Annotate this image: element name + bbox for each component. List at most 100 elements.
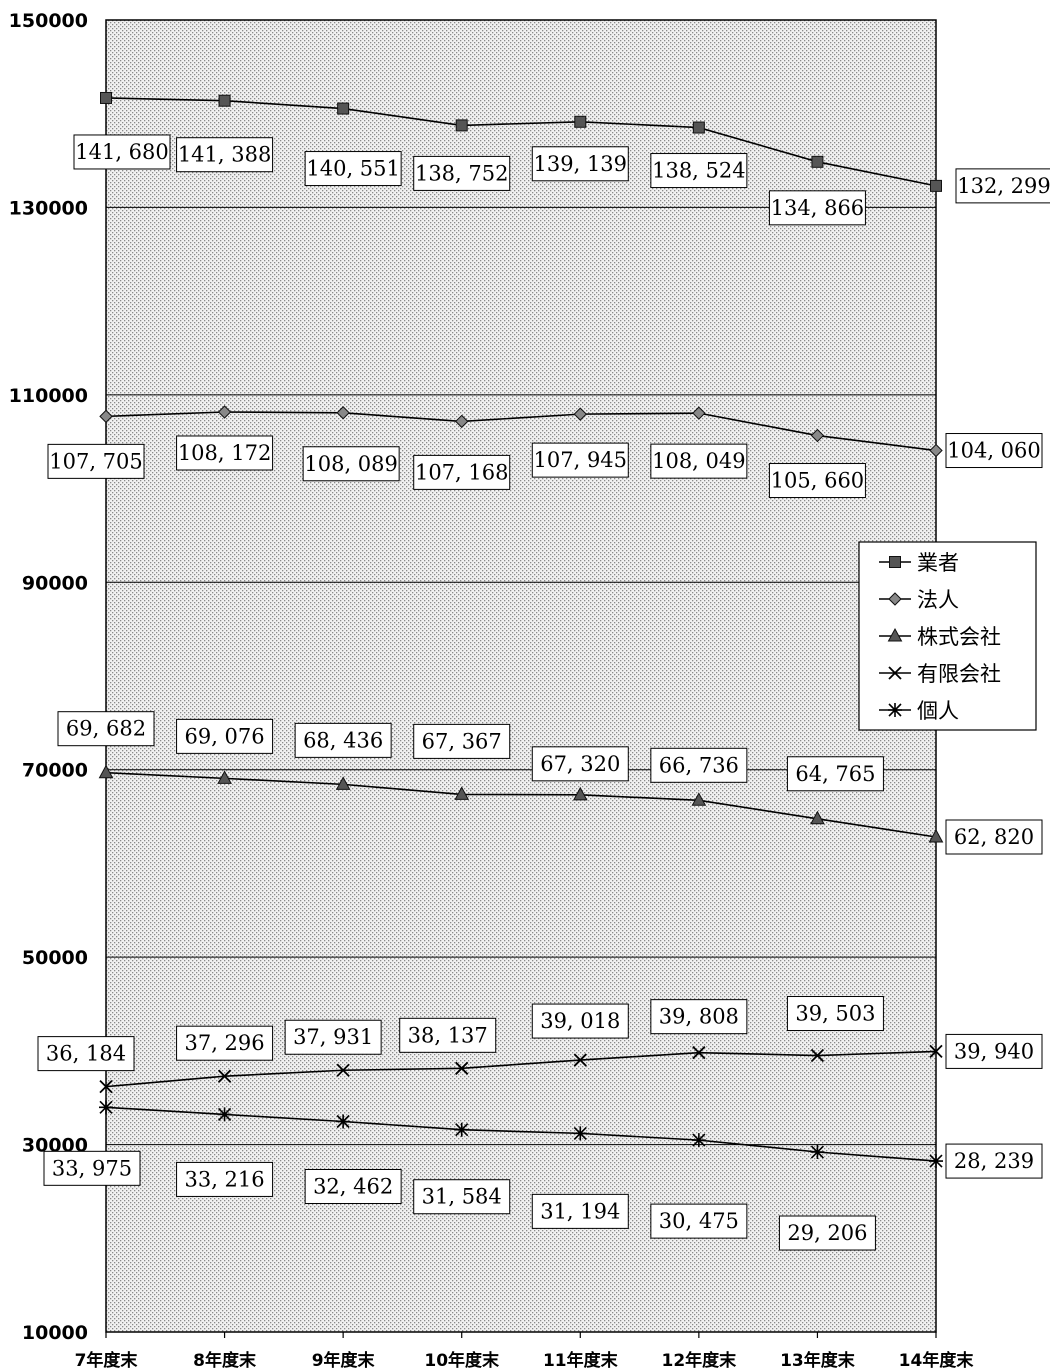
svg-text:132, 299: 132, 299 bbox=[957, 174, 1050, 198]
series-line-株式会社 bbox=[105, 771, 937, 838]
point-asterisk bbox=[99, 1100, 113, 1115]
y-tick-label: 50000 bbox=[22, 947, 88, 969]
data-label: 68, 436 bbox=[294, 722, 392, 758]
svg-text:36, 184: 36, 184 bbox=[46, 1042, 126, 1066]
point-triangle bbox=[810, 810, 825, 825]
point-x bbox=[692, 1046, 706, 1060]
svg-text:107, 945: 107, 945 bbox=[534, 448, 628, 472]
svg-text:141, 388: 141, 388 bbox=[178, 143, 272, 167]
legend-label: 個人 bbox=[917, 699, 959, 723]
series-line-個人 bbox=[105, 1106, 937, 1162]
data-label: 39, 940 bbox=[945, 1033, 1043, 1069]
svg-text:68, 436: 68, 436 bbox=[303, 728, 383, 752]
legend-item: 個人 bbox=[879, 699, 959, 723]
svg-text:104, 060: 104, 060 bbox=[947, 439, 1041, 463]
data-label: 69, 076 bbox=[176, 718, 274, 754]
point-diamond bbox=[692, 406, 706, 420]
point-square bbox=[337, 102, 350, 115]
data-label: 108, 089 bbox=[302, 446, 400, 482]
svg-text:141, 680: 141, 680 bbox=[75, 140, 169, 164]
point-diamond bbox=[929, 443, 943, 458]
svg-text:37, 931: 37, 931 bbox=[293, 1025, 373, 1049]
data-label: 108, 172 bbox=[176, 435, 274, 471]
point-triangle bbox=[98, 764, 114, 779]
data-label: 104, 060 bbox=[945, 433, 1043, 469]
svg-text:62, 820: 62, 820 bbox=[954, 825, 1034, 849]
data-label: 62, 820 bbox=[945, 819, 1043, 855]
data-label: 141, 388 bbox=[176, 137, 274, 173]
legend-item: 株式会社 bbox=[879, 625, 1001, 649]
x-tick-label: 7年度末 bbox=[75, 1350, 139, 1371]
point-diamond bbox=[336, 406, 350, 420]
data-label: 37, 931 bbox=[284, 1019, 382, 1055]
data-label: 31, 584 bbox=[413, 1179, 511, 1215]
x-axis: 7年度末 8年度末 9年度末 10年度末 11年度末 12年度末 13年度末 14年度末 bbox=[75, 1332, 975, 1371]
legend-item: 法人 bbox=[879, 588, 959, 612]
svg-text:66, 736: 66, 736 bbox=[659, 753, 739, 777]
point-diamond bbox=[573, 407, 587, 421]
data-label: 39, 018 bbox=[531, 1003, 629, 1039]
svg-text:39, 808: 39, 808 bbox=[659, 1005, 739, 1029]
point-asterisk bbox=[217, 1107, 232, 1122]
data-label: 140, 551 bbox=[304, 151, 402, 187]
point-square bbox=[692, 121, 705, 134]
svg-text:39, 940: 39, 940 bbox=[954, 1039, 1034, 1063]
point-asterisk bbox=[691, 1133, 706, 1148]
data-label: 39, 503 bbox=[786, 996, 884, 1032]
series-line-有限会社 bbox=[105, 1050, 937, 1088]
point-square bbox=[455, 119, 468, 132]
point-x bbox=[929, 1044, 943, 1059]
series-group bbox=[98, 91, 944, 1169]
data-labels: 141, 680 141, 388 140, 551 138, 752 139, 139… bbox=[37, 134, 1050, 1251]
svg-text:31, 584: 31, 584 bbox=[422, 1185, 502, 1209]
point-asterisk bbox=[810, 1145, 825, 1160]
svg-text:39, 503: 39, 503 bbox=[795, 1002, 875, 1026]
point-x bbox=[99, 1079, 113, 1094]
plot-area bbox=[105, 19, 937, 1333]
point-diamond bbox=[888, 592, 902, 606]
svg-text:28, 239: 28, 239 bbox=[954, 1149, 1034, 1173]
svg-text:37, 296: 37, 296 bbox=[184, 1031, 264, 1055]
point-x bbox=[810, 1048, 825, 1063]
legend-label: 有限会社 bbox=[917, 662, 1001, 686]
y-tick-label: 70000 bbox=[22, 760, 88, 782]
svg-text:31, 194: 31, 194 bbox=[540, 1199, 620, 1223]
data-label: 107, 168 bbox=[413, 454, 511, 490]
point-diamond bbox=[99, 409, 113, 424]
data-label: 138, 524 bbox=[650, 153, 748, 189]
point-triangle bbox=[691, 792, 707, 806]
data-label: 107, 945 bbox=[531, 442, 629, 478]
series-line-業者 bbox=[105, 97, 937, 187]
point-square bbox=[811, 155, 824, 168]
svg-text:69, 076: 69, 076 bbox=[184, 724, 264, 748]
svg-text:105, 660: 105, 660 bbox=[771, 469, 865, 493]
point-diamond bbox=[455, 414, 469, 429]
legend-label: 株式会社 bbox=[917, 625, 1001, 649]
y-axis: 1000030000500007000090000110000130000150… bbox=[9, 10, 88, 1344]
y-tick-label: 130000 bbox=[9, 197, 88, 219]
data-label: 64, 765 bbox=[786, 756, 884, 792]
legend-item: 有限会社 bbox=[879, 662, 1001, 686]
y-tick-label: 150000 bbox=[9, 10, 88, 32]
point-x bbox=[217, 1069, 232, 1083]
point-x bbox=[888, 666, 902, 680]
svg-text:67, 367: 67, 367 bbox=[422, 729, 502, 753]
point-diamond bbox=[810, 428, 825, 443]
svg-text:134, 866: 134, 866 bbox=[771, 196, 865, 220]
data-label: 108, 049 bbox=[650, 443, 748, 479]
point-square bbox=[100, 91, 112, 104]
svg-text:108, 049: 108, 049 bbox=[652, 449, 746, 473]
x-tick-label: 12年度末 bbox=[662, 1350, 738, 1371]
x-tick-label: 14年度末 bbox=[899, 1350, 975, 1371]
point-triangle bbox=[887, 627, 903, 642]
svg-text:107, 705: 107, 705 bbox=[49, 449, 143, 473]
point-triangle bbox=[454, 786, 470, 800]
x-tick-label: 8年度末 bbox=[193, 1350, 257, 1371]
data-label: 32, 462 bbox=[304, 1168, 402, 1204]
point-x bbox=[336, 1063, 350, 1077]
svg-text:108, 172: 108, 172 bbox=[178, 441, 272, 465]
point-asterisk bbox=[888, 703, 902, 717]
point-square bbox=[930, 179, 942, 192]
